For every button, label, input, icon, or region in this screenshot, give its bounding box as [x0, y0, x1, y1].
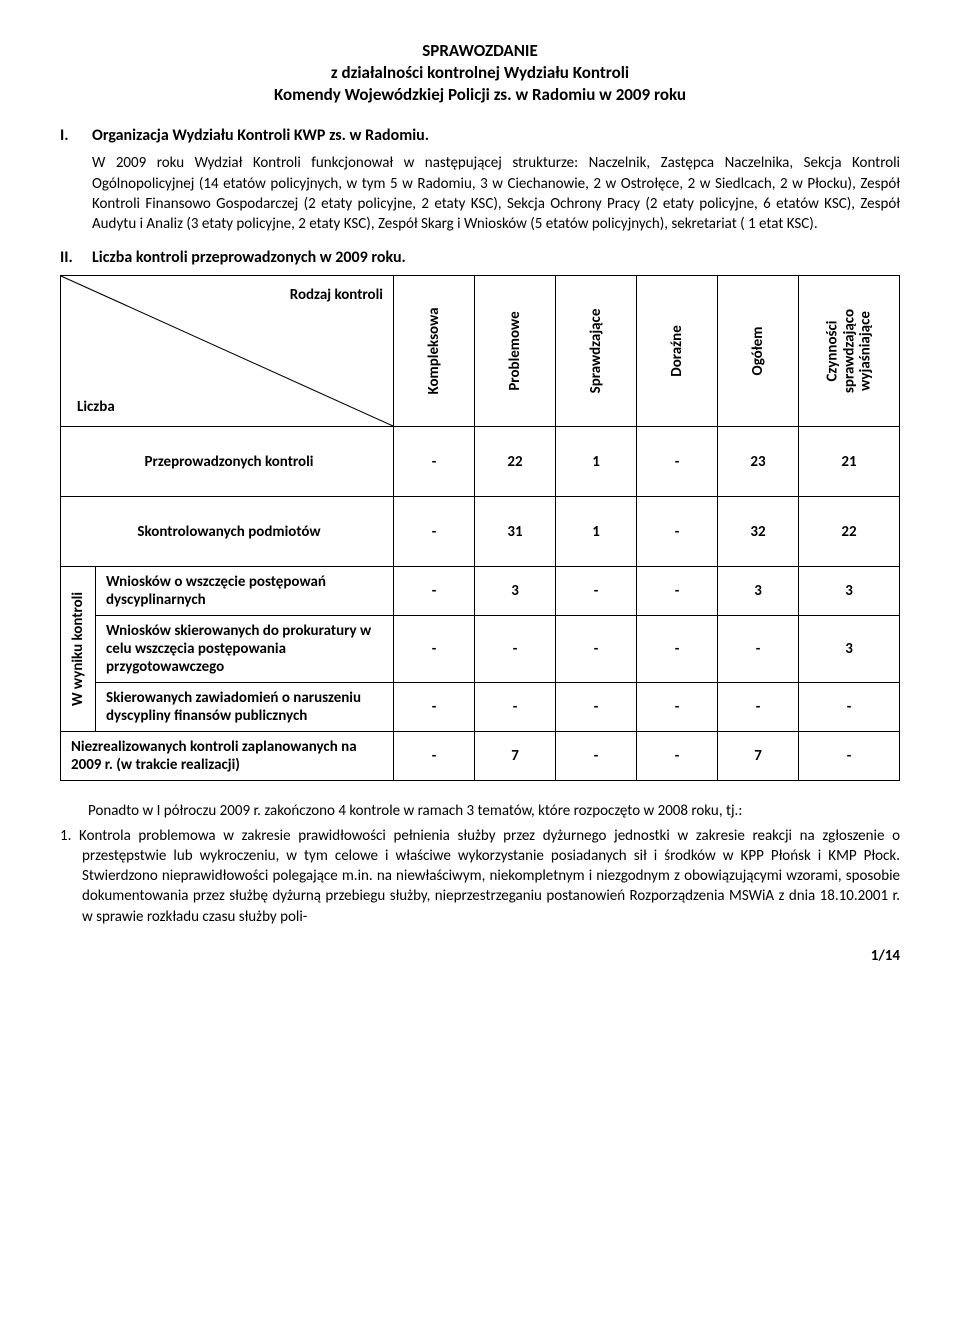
- table-cell: -: [718, 616, 799, 683]
- table-cell: -: [799, 732, 900, 781]
- table-cell: 3: [799, 616, 900, 683]
- table-cell: -: [556, 567, 637, 616]
- col-ogolem: Ogółem: [718, 276, 799, 427]
- table-cell: -: [394, 683, 475, 732]
- diag-bottom-label: Liczba: [77, 398, 115, 416]
- row-label: Skierowanych zawiadomień o naruszeniu dy…: [96, 683, 394, 732]
- group-label: W wyniku kontroli: [69, 592, 87, 706]
- table-row: Wniosków skierowanych do prokuratury w c…: [61, 616, 900, 683]
- ponadto-paragraph: Ponadto w I półroczu 2009 r. zakończono …: [60, 801, 900, 821]
- table-cell: 3: [475, 567, 556, 616]
- table-cell: -: [394, 427, 475, 497]
- table-cell: -: [637, 497, 718, 567]
- diag-top-label: Rodzaj kontroli: [290, 286, 383, 304]
- table-cell: -: [394, 497, 475, 567]
- table-cell: 23: [718, 427, 799, 497]
- table-cell: -: [637, 567, 718, 616]
- table-cell: 3: [718, 567, 799, 616]
- table-cell: 1: [556, 497, 637, 567]
- document-title: SPRAWOZDANIE z działalności kontrolnej W…: [60, 40, 900, 106]
- title-line1: SPRAWOZDANIE: [60, 40, 900, 62]
- table-header-row: Rodzaj kontroli Liczba Kompleksowa Probl…: [61, 276, 900, 427]
- table-cell: -: [799, 683, 900, 732]
- table-cell: 1: [556, 427, 637, 497]
- col-dorazne: Doraźne: [637, 276, 718, 427]
- row-label: Wniosków skierowanych do prokuratury w c…: [96, 616, 394, 683]
- table-cell: -: [394, 567, 475, 616]
- table-cell: -: [556, 683, 637, 732]
- row-label: Wniosków o wszczęcie postępowań dyscypli…: [96, 567, 394, 616]
- col-sprawdzajace: Sprawdzające: [556, 276, 637, 427]
- col-czynnosci: Czynnościsprawdzającowyjaśniające: [799, 276, 900, 427]
- section-1-body: W 2009 roku Wydział Kontroli funkcjonowa…: [92, 153, 900, 234]
- table-row: Przeprowadzonych kontroli - 22 1 - 23 21: [61, 427, 900, 497]
- section-2-number: II.: [60, 248, 92, 267]
- controls-table: Rodzaj kontroli Liczba Kompleksowa Probl…: [60, 275, 900, 781]
- table-cell: -: [637, 732, 718, 781]
- table-cell: -: [637, 616, 718, 683]
- table-cell: -: [718, 683, 799, 732]
- table-row: W wyniku kontroli Wniosków o wszczęcie p…: [61, 567, 900, 616]
- table-cell: -: [556, 616, 637, 683]
- list-item-number: 1.: [60, 827, 71, 845]
- table-cell: -: [556, 732, 637, 781]
- table-cell: 22: [799, 497, 900, 567]
- list-item-text: Kontrola problemowa w zakresie prawidłow…: [79, 827, 900, 926]
- table-cell: 31: [475, 497, 556, 567]
- col-kompleksowa: Kompleksowa: [394, 276, 475, 427]
- row-label: Przeprowadzonych kontroli: [61, 427, 394, 497]
- table-cell: -: [475, 616, 556, 683]
- table-cell: 21: [799, 427, 900, 497]
- section-2-title: Liczba kontroli przeprowadzonych w 2009 …: [92, 248, 900, 267]
- table-row: Skierowanych zawiadomień o naruszeniu dy…: [61, 683, 900, 732]
- title-line3: Komendy Wojewódzkiej Policji zs. w Radom…: [60, 84, 900, 106]
- table-cell: 22: [475, 427, 556, 497]
- numbered-list-item-1: 1. Kontrola problemowa w zakresie prawid…: [60, 826, 900, 927]
- table-cell: -: [394, 616, 475, 683]
- table-cell: -: [475, 683, 556, 732]
- table-cell: -: [394, 732, 475, 781]
- table-cell: -: [637, 683, 718, 732]
- table-diagonal-header: Rodzaj kontroli Liczba: [61, 276, 394, 427]
- table-cell: 7: [718, 732, 799, 781]
- table-cell: 3: [799, 567, 900, 616]
- table-cell: 7: [475, 732, 556, 781]
- col-problemowe: Problemowe: [475, 276, 556, 427]
- table-row: Niezrealizowanych kontroli zaplanowanych…: [61, 732, 900, 781]
- section-1-heading: I. Organizacja Wydziału Kontroli KWP zs.…: [60, 126, 900, 145]
- section-2-heading: II. Liczba kontroli przeprowadzonych w 2…: [60, 248, 900, 267]
- table-cell: 32: [718, 497, 799, 567]
- table-row: Skontrolowanych podmiotów - 31 1 - 32 22: [61, 497, 900, 567]
- title-line2: z działalności kontrolnej Wydziału Kontr…: [60, 62, 900, 84]
- row-label: Skontrolowanych podmiotów: [61, 497, 394, 567]
- section-1-number: I.: [60, 126, 92, 145]
- group-label-cell: W wyniku kontroli: [61, 567, 96, 732]
- section-1-title: Organizacja Wydziału Kontroli KWP zs. w …: [92, 126, 900, 145]
- table-cell: -: [637, 427, 718, 497]
- page-number: 1/14: [60, 947, 900, 965]
- row-label: Niezrealizowanych kontroli zaplanowanych…: [61, 732, 394, 781]
